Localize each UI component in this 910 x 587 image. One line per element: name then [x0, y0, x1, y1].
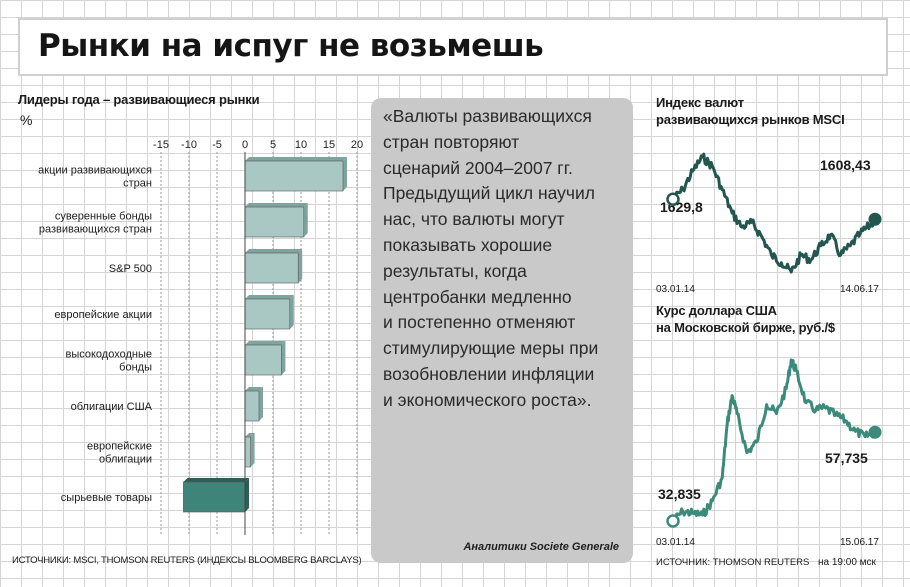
bar: [244, 160, 344, 192]
category-label: суверенные бонды развивающихся стран: [39, 211, 152, 236]
bar-top-face: [245, 433, 255, 437]
usd-end-label: 57,735: [825, 450, 868, 466]
bar-side-face: [245, 478, 249, 512]
x-tick-label: -5: [212, 139, 222, 151]
msci-title-line1: Индекс валют: [656, 95, 744, 110]
msci-start-point: [666, 192, 680, 207]
category-label: европейские акции: [54, 309, 152, 321]
usd-date-start: 03.01.14: [656, 537, 695, 548]
usd-time: на 19:00 мск: [818, 557, 876, 568]
x-tick-label: 10: [295, 139, 307, 151]
left-chart-unit: %: [20, 112, 33, 128]
bar: [244, 390, 260, 422]
x-tick-label: -15: [153, 139, 169, 151]
quote-box: «Валюты развивающихся стран повторяют сц…: [371, 98, 633, 563]
usd-source: ИСТОЧНИК: THOMSON REUTERS: [656, 557, 810, 568]
usd-end-point: [868, 425, 882, 439]
bar: [244, 206, 305, 238]
bar-side-face: [303, 203, 308, 237]
category-label: облигации США: [71, 401, 153, 413]
category-label: высокодоходные бонды: [66, 349, 153, 374]
bar: [244, 252, 299, 284]
category-label: сырьевые товары: [61, 492, 152, 504]
category-label: европейские облигации: [87, 441, 152, 466]
bar-top-face: [245, 249, 303, 253]
msci-date-start: 03.01.14: [656, 284, 695, 295]
bar-top-face: [245, 387, 263, 391]
bar: [183, 481, 246, 513]
bar-side-face: [298, 249, 303, 283]
msci-end-point: [868, 212, 882, 226]
bar-top-face: [245, 341, 286, 345]
left-chart-source: ИСТОЧНИКИ: MSCI, THOMSON REUTERS (ИНДЕКС…: [12, 555, 362, 566]
msci-title-line2: развивающихся рынков MSCI: [656, 112, 845, 127]
msci-end-label: 1608,43: [820, 157, 871, 173]
usd-title-line1: Курс доллара США: [656, 303, 777, 318]
bar: [244, 436, 251, 468]
x-tick-label: 0: [242, 139, 248, 151]
usd-start-label: 32,835: [658, 486, 701, 502]
bar-top-face: [245, 295, 294, 299]
bar-side-face: [250, 433, 255, 467]
usd-line: [671, 358, 876, 523]
bar-side-face: [343, 157, 347, 191]
usd-start-point: [666, 514, 680, 528]
msci-line: [671, 152, 877, 274]
bar: [244, 298, 291, 330]
bar: [244, 344, 282, 376]
x-tick-label: 20: [351, 139, 363, 151]
x-tick-label: 15: [323, 139, 335, 151]
x-tick-label: -10: [181, 139, 197, 151]
bar-side-face: [259, 387, 263, 421]
bar-top-face: [183, 478, 249, 482]
left-chart-subtitle: Лидеры года – развивающиеся рынки: [18, 92, 260, 107]
quote-text: «Валюты развивающихся стран повторяют сц…: [383, 106, 599, 410]
msci-date-end: 14.06.17: [840, 284, 879, 295]
x-tick-label: 5: [270, 139, 276, 151]
usd-date-end: 15.06.17: [840, 537, 879, 548]
bar-side-face: [289, 295, 294, 329]
bar-top-face: [245, 157, 347, 161]
usd-title-line2: на Московской бирже, руб./$: [656, 320, 835, 335]
bar-side-face: [281, 341, 286, 375]
title-box: Рынки на испуг не возьмешь: [18, 18, 888, 76]
bar-top-face: [245, 203, 308, 207]
quote-source: Аналитики Societe Generale: [463, 541, 619, 553]
page-title: Рынки на испуг не возьмешь: [38, 28, 544, 64]
category-label: S&P 500: [109, 263, 152, 275]
category-label: акции развивающихся стран: [38, 165, 152, 190]
